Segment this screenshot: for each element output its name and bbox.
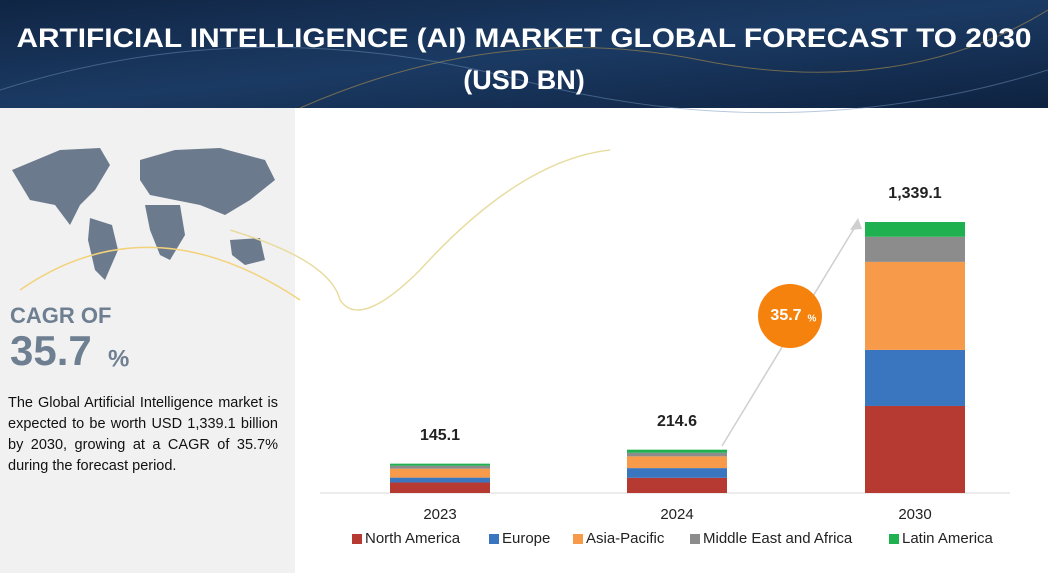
legend-label: Latin America — [902, 530, 994, 547]
bar-segment — [627, 477, 727, 493]
legend-swatch — [489, 534, 499, 544]
bar-segment — [390, 482, 490, 493]
legend-label: Middle East and Africa — [703, 530, 853, 547]
bar-segment — [865, 222, 965, 237]
legend-label: Europe — [502, 530, 550, 547]
decor-curve — [229, 149, 611, 311]
bar-segment — [865, 236, 965, 262]
bar-segment — [865, 405, 965, 493]
cagr-label: CAGR OF — [10, 303, 111, 328]
cagr-value: 35.7 — [10, 327, 92, 374]
bar-segment — [390, 463, 490, 466]
bar-segment — [627, 452, 727, 457]
bar-segment — [865, 349, 965, 406]
decor-curve — [19, 246, 301, 301]
header — [0, 0, 1048, 108]
bar-segment — [627, 449, 727, 453]
title: ARTIFICIAL INTELLIGENCE (AI) MARKET GLOB… — [17, 23, 1032, 53]
legend-label: Asia-Pacific — [586, 530, 665, 547]
legend-swatch — [889, 534, 899, 544]
legend-swatch — [690, 534, 700, 544]
header-decor — [299, 9, 1048, 109]
arrow-head — [850, 218, 862, 230]
description-box: The Global Artificial Intelligence marke… — [8, 395, 278, 474]
title: (USD BN) — [463, 65, 585, 95]
bar-segment — [390, 465, 490, 469]
annotation: 35.7 — [770, 307, 801, 324]
legend-swatch — [573, 534, 583, 544]
bar-segment — [390, 468, 490, 478]
bar-segment — [627, 468, 727, 478]
bar-segment — [627, 456, 727, 469]
x-tick-label: 2023 — [423, 506, 456, 523]
x-tick-label: 2030 — [898, 506, 931, 523]
total-label: 214.6 — [657, 413, 697, 430]
world-map — [12, 148, 275, 280]
legend-label: North America — [365, 530, 461, 547]
bar-segment — [390, 477, 490, 483]
header-decor — [0, 46, 1048, 114]
legend-swatch — [352, 534, 362, 544]
annotation-bubble — [758, 284, 822, 348]
description: The Global Artificial Intelligence marke… — [8, 395, 278, 474]
total-label: 145.1 — [420, 427, 460, 444]
bar-segment — [865, 261, 965, 350]
total-label: 1,339.1 — [888, 185, 941, 202]
x-tick-label: 2024 — [660, 506, 693, 523]
cagr-unit: % — [108, 345, 129, 372]
annotation-unit: % — [808, 314, 817, 325]
